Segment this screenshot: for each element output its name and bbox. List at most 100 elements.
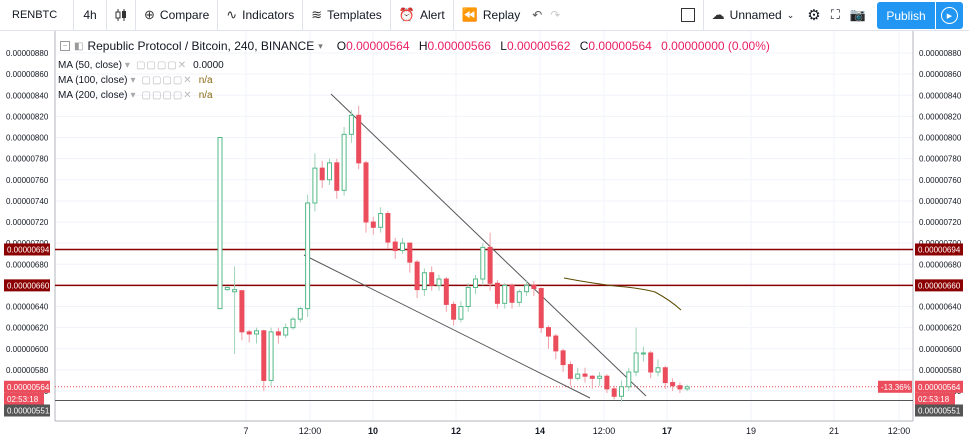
current-price-label: 0.00000564 xyxy=(7,383,50,392)
chevron-down-icon: ▾ xyxy=(130,90,136,101)
bullish-candle xyxy=(597,375,603,379)
percent-change-label-background xyxy=(878,380,912,393)
layout-menu[interactable]: ☁ Unnamed ⌄ xyxy=(704,0,803,31)
ma-action-icons[interactable]: ▢▢▢▢✕ xyxy=(135,60,188,71)
level-price-label-background xyxy=(915,279,963,292)
replay-button[interactable]: ⏪ Replay xyxy=(454,0,529,31)
x-axis-tick-label: 14 xyxy=(535,426,545,436)
ma-value: 0.0000 xyxy=(193,60,224,71)
ma-100-row[interactable]: MA (100, close) ▾ ▢▢▢▢✕ n/a xyxy=(58,73,770,88)
series-title[interactable]: Republic Protocol / Bitcoin, 240, BINANC… xyxy=(87,39,315,53)
y-axis-tick-label: 0.00000680 xyxy=(6,260,49,269)
redo-button[interactable]: ↷ xyxy=(550,8,561,22)
bearish-candle xyxy=(275,331,281,336)
y-axis-tick-label: 0.00000580 xyxy=(6,366,49,375)
open-value: 0.00000564 xyxy=(346,39,410,53)
bullish-candle xyxy=(633,352,639,373)
low-label: L xyxy=(500,39,507,53)
change-value: 0.00000000 (0.00%) xyxy=(661,39,770,53)
templates-label: Templates xyxy=(327,8,382,22)
chart-type-button[interactable] xyxy=(107,0,135,31)
ma-action-icons[interactable]: ▢▢▢▢✕ xyxy=(141,75,193,86)
y-axis-tick-label: 0.00000580 xyxy=(919,366,962,375)
indicators-button[interactable]: ∿ Indicators xyxy=(218,0,302,31)
bullish-candle xyxy=(232,289,238,293)
symbol-search[interactable]: RENBTC xyxy=(12,9,58,21)
bearish-candle xyxy=(567,364,573,379)
y-axis-tick-label: 0.00000760 xyxy=(6,176,49,185)
level-price-label: 0.00000660 xyxy=(918,281,961,290)
replay-icon: ⏪ xyxy=(461,7,478,22)
divider xyxy=(702,0,704,31)
y-axis-tick-label: 0.00000840 xyxy=(6,91,49,100)
alert-button[interactable]: ⏰ Alert xyxy=(391,0,453,31)
square-icon xyxy=(680,8,695,22)
divider xyxy=(452,0,454,31)
y-axis-tick-label: 0.00000720 xyxy=(919,218,962,227)
x-axis-tick-label: 19 xyxy=(746,426,756,436)
divider xyxy=(106,0,107,31)
publish-button[interactable]: Publish xyxy=(877,2,935,29)
y-axis-tick-label: 0.00000720 xyxy=(6,218,49,227)
expand-icon: ⛶ xyxy=(830,7,840,22)
collapse-icon[interactable]: − xyxy=(60,41,70,51)
chevron-down-icon: ⌄ xyxy=(786,9,795,20)
bearish-candle xyxy=(334,162,340,191)
ohlc-values: O0.00000564 H0.00000566 L0.00000562 C0.0… xyxy=(337,39,770,53)
templates-button[interactable]: ≋ Templates xyxy=(303,0,390,31)
bullish-candle xyxy=(400,242,405,252)
x-axis-tick-label: 10 xyxy=(368,426,378,436)
y-axis-tick-label: 0.00000600 xyxy=(6,345,49,354)
x-axis-tick-label: 12:00 xyxy=(593,426,616,436)
ma-50-row[interactable]: MA (50, close) ▾ ▢▢▢▢✕ 0.0000 xyxy=(58,58,770,73)
low-price-label-background xyxy=(915,404,963,417)
bearish-candle xyxy=(662,367,668,384)
settings-button[interactable]: ⚙ xyxy=(802,0,825,31)
fullscreen-checkbox[interactable] xyxy=(673,0,703,31)
y-axis-tick-label: 0.00000760 xyxy=(919,176,962,185)
low-price-label: 0.00000551 xyxy=(918,407,961,416)
bullish-candle xyxy=(473,278,478,288)
lower-trend-line xyxy=(303,254,591,399)
bullish-candle xyxy=(436,278,442,286)
current-price-label: 0.00000564 xyxy=(918,383,961,392)
bearish-candle xyxy=(582,373,588,377)
publish-dropdown-button[interactable]: ▶ xyxy=(936,2,963,29)
bearish-candle xyxy=(560,350,566,366)
level-price-label: 0.00000694 xyxy=(7,245,50,254)
price-chart[interactable]: 0.00000880 0.00000880 0.00000860 0.00000860… xyxy=(0,31,969,440)
percent-change-label: -13.36% xyxy=(881,383,911,392)
replay-label: Replay xyxy=(482,8,521,22)
compare-button[interactable]: ⊕ Compare xyxy=(136,0,217,31)
ma-label: MA (50, close) xyxy=(58,60,122,71)
candles-icon xyxy=(115,9,126,21)
y-axis-tick-label: 0.00000800 xyxy=(919,134,962,143)
x-axis-tick-label: 7 xyxy=(243,426,248,436)
bullish-candle xyxy=(502,284,508,304)
divider xyxy=(73,0,74,31)
chart-background xyxy=(0,31,969,440)
y-axis-tick-label: 0.00000860 xyxy=(919,70,962,79)
bearish-candle xyxy=(553,335,559,352)
bullish-candle xyxy=(217,137,223,310)
ma-200-row[interactable]: MA (200, close) ▾ ▢▢▢▢✕ n/a xyxy=(58,88,770,103)
y-axis-tick-label: 0.00000600 xyxy=(919,345,962,354)
bullish-candle xyxy=(421,272,427,291)
indicators-icon: ∿ xyxy=(226,7,238,22)
bullish-candle xyxy=(297,308,303,320)
bullish-candle xyxy=(465,286,471,307)
legend-title-row: − ◧ Republic Protocol / Bitcoin, 240, BI… xyxy=(60,39,770,53)
undo-button[interactable]: ↶ xyxy=(532,8,543,22)
bearish-candle xyxy=(407,242,413,263)
interval-button[interactable]: 4h xyxy=(83,8,97,22)
y-axis-tick-label: 0.00000820 xyxy=(919,112,962,121)
top-toolbar: RENBTC 4h ⊕ Compare ∿ Indicators ≋ Template… xyxy=(0,0,969,31)
ma-action-icons[interactable]: ▢▢▢▢✕ xyxy=(141,90,193,101)
chevron-down-icon: ▾ xyxy=(318,40,323,51)
layout-name: Unnamed xyxy=(729,8,782,22)
bullish-candle xyxy=(327,162,332,181)
close-value: 0.00000564 xyxy=(588,39,652,53)
snapshot-button[interactable]: 📷 xyxy=(845,0,871,31)
fullscreen-button[interactable]: ⛶ xyxy=(826,0,845,31)
bearish-candle xyxy=(589,375,595,379)
